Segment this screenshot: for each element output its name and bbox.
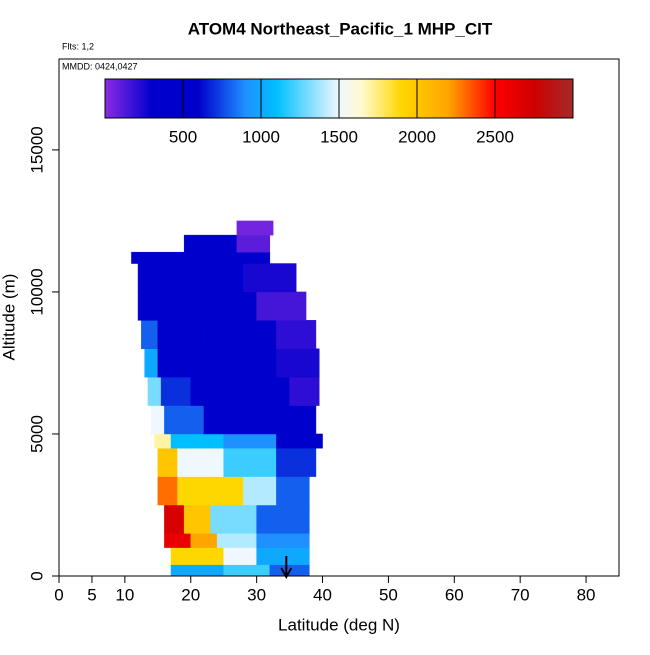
cell	[203, 320, 277, 349]
cell	[160, 376, 192, 406]
cell	[190, 348, 277, 378]
x-tick-label: 80	[577, 585, 596, 604]
cell	[223, 251, 271, 264]
x-tick-label: 10	[115, 585, 134, 604]
cell	[256, 533, 310, 548]
x-tick-label: 5	[87, 585, 96, 604]
cell	[157, 476, 178, 506]
cell	[157, 348, 192, 378]
cell	[216, 533, 257, 548]
y-tick-label: 0	[27, 571, 46, 580]
cell	[170, 547, 224, 565]
cell	[223, 564, 271, 577]
cell	[157, 447, 178, 477]
y-tick-label: 15000	[27, 126, 46, 173]
cell	[236, 234, 271, 253]
cell	[154, 433, 172, 449]
colorbar-tick-label: 500	[169, 127, 197, 146]
cell	[144, 348, 159, 378]
colorbar-tick-label: 1000	[242, 127, 280, 146]
cell	[236, 220, 274, 236]
x-axis-label: Latitude (deg N)	[278, 615, 400, 634]
cell	[289, 376, 320, 406]
y-tick-label: 10000	[27, 268, 46, 315]
colorbar-tick-label: 1500	[320, 127, 358, 146]
plot-frame	[58, 58, 620, 577]
cell	[203, 405, 317, 435]
cell	[177, 263, 244, 293]
x-tick-label: 30	[247, 585, 266, 604]
colorbar-tick-label: 2500	[476, 127, 514, 146]
cell	[190, 291, 257, 321]
x-tick-label: 50	[379, 585, 398, 604]
cell	[276, 348, 320, 378]
cell	[256, 291, 307, 321]
cell	[177, 447, 224, 477]
cell	[141, 320, 159, 349]
arrow-head	[280, 567, 293, 580]
subtitle: Flts: 1,2	[62, 41, 94, 51]
cell	[147, 376, 162, 406]
cell	[137, 263, 178, 293]
cell	[177, 476, 244, 506]
cell	[190, 533, 218, 548]
cell	[170, 433, 224, 449]
cell	[170, 564, 224, 577]
y-axis-label: Altitude (m)	[0, 274, 18, 361]
cell	[276, 447, 317, 477]
cell	[150, 405, 165, 435]
cell	[243, 263, 297, 293]
cell	[164, 504, 185, 534]
cell	[223, 433, 277, 449]
chart-title: ATOM4 Northeast_Pacific_1 MHP_CIT	[188, 19, 493, 38]
cell	[190, 376, 290, 406]
annotation: MMDD: 0424,0427	[62, 61, 138, 71]
cell	[243, 476, 277, 506]
cell	[137, 291, 192, 321]
cell	[164, 405, 205, 435]
x-tick-label: 70	[511, 585, 530, 604]
cell	[157, 320, 205, 349]
x-tick-label: 20	[181, 585, 200, 604]
cell	[223, 547, 257, 565]
cell	[210, 504, 257, 534]
cell	[276, 320, 317, 349]
colorbar-tick-label: 2000	[398, 127, 436, 146]
x-tick-label: 0	[54, 585, 63, 604]
cell	[164, 533, 192, 548]
cell	[183, 504, 211, 534]
cell	[223, 447, 277, 477]
x-tick-label: 40	[313, 585, 332, 604]
x-tick-label: 60	[445, 585, 464, 604]
cell	[183, 234, 238, 253]
cell	[276, 476, 310, 506]
cell	[276, 433, 323, 449]
cell	[256, 504, 310, 534]
cell	[131, 251, 224, 264]
cell	[256, 547, 310, 565]
y-tick-label: 5000	[27, 415, 46, 453]
